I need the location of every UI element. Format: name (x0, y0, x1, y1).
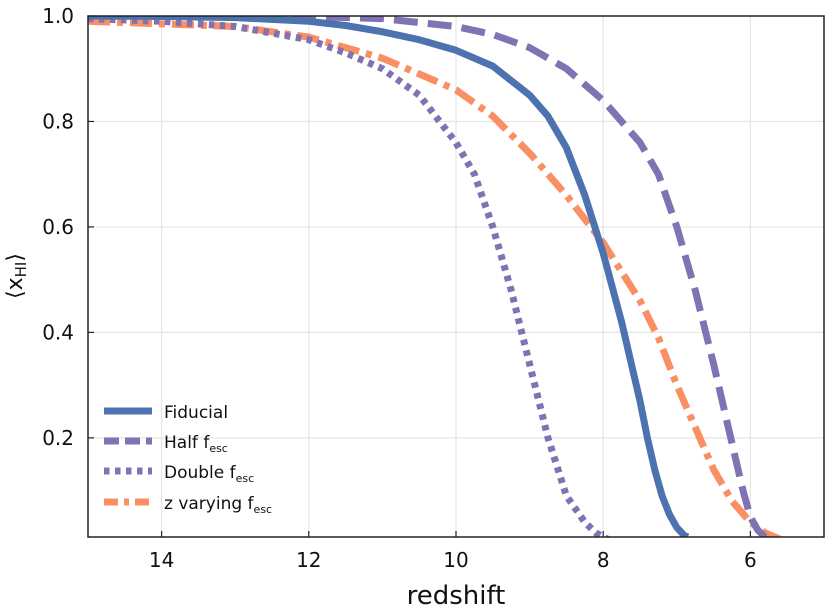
axis-ticks: 14 12 10 8 6 1.0 0.8 0.6 0.4 0.2 (42, 4, 757, 572)
series-line-fiducial (88, 16, 690, 537)
y-tick-label: 0.8 (42, 109, 74, 133)
x-axis-title: redshift (407, 581, 506, 611)
y-axis-title-sub: HI (12, 262, 30, 278)
x-tick-label: 8 (597, 548, 610, 572)
series-line-double (88, 16, 612, 537)
y-tick-label: 0.2 (42, 426, 74, 450)
legend-entry-half: Half fesc (104, 433, 228, 455)
legend-entry-double: Double fesc (104, 463, 254, 485)
grid-lines (88, 15, 824, 537)
x-tick-label: 10 (443, 548, 468, 572)
y-tick-label: 0.6 (42, 215, 74, 239)
y-tick-label: 1.0 (42, 4, 74, 28)
y-axis-title-close: ⟩ (3, 253, 28, 262)
legend-entry-zvarying: z varying fesc (104, 494, 272, 516)
y-axis-title: ⟨xHI⟩ (3, 253, 30, 299)
legend-entry-fiducial: Fiducial (104, 403, 228, 423)
legend-label-half: Half fesc (164, 433, 228, 455)
legend-label-fiducial: Fiducial (164, 403, 228, 423)
x-tick-label: 14 (149, 548, 174, 572)
x-tick-label: 6 (744, 548, 757, 572)
series-lines (88, 16, 785, 537)
x-tick-label: 12 (296, 548, 321, 572)
y-tick-label: 0.4 (42, 320, 74, 344)
legend: Fiducial Half fesc Double fesc z varying… (104, 403, 272, 516)
series-line-half (88, 16, 768, 537)
legend-label-double: Double fesc (164, 463, 254, 485)
y-axis-title-main: ⟨x (3, 277, 28, 299)
legend-label-zvarying: z varying fesc (164, 494, 272, 516)
